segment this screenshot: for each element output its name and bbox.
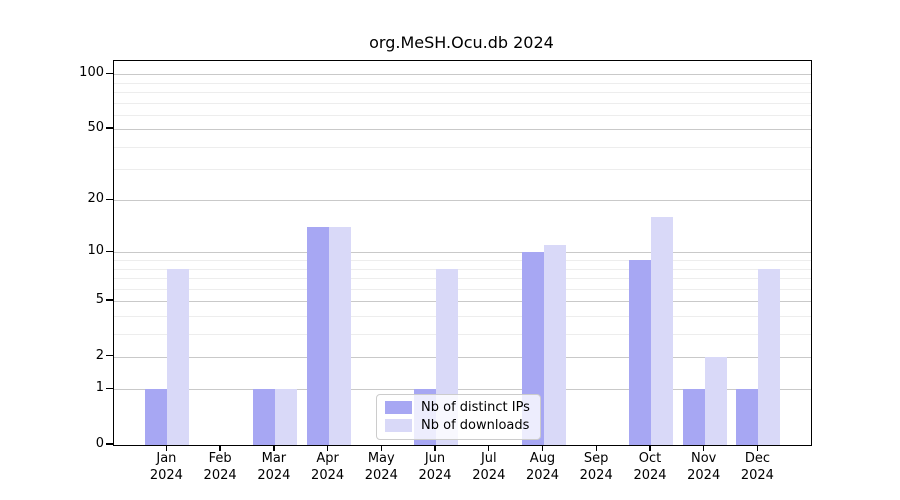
y-gridline-minor (114, 146, 811, 148)
y-tick-label: 2 (95, 347, 104, 363)
y-tick-label: 1 (95, 380, 104, 396)
y-gridline-minor (114, 333, 811, 335)
bar-nb-of-distinct-ips-mar-2024 (252, 389, 275, 445)
y-tick-mark (106, 355, 113, 357)
x-tick-mark (488, 445, 490, 452)
y-gridline-major (114, 301, 811, 302)
x-tick-label: Feb 2024 (203, 451, 237, 483)
bar-nb-of-downloads-oct-2024 (651, 217, 673, 445)
y-gridline-major (114, 200, 811, 202)
y-gridline-minor (114, 114, 811, 116)
y-gridline-major (114, 389, 811, 391)
y-gridline-major (114, 129, 811, 131)
y-gridline-minor (114, 82, 811, 84)
plot-area (113, 60, 812, 446)
y-tick-label: 50 (87, 120, 104, 136)
y-gridline-minor (114, 268, 811, 270)
x-tick-mark (165, 445, 168, 452)
x-tick-mark (434, 445, 436, 452)
x-tick-mark (649, 445, 651, 452)
legend-item-distinct-ips: Nb of distinct IPs (385, 400, 530, 415)
chart-title: org.MeSH.Ocu.db 2024 (369, 33, 554, 52)
y-tick-mark (106, 198, 113, 201)
x-tick-label: Aug 2024 (525, 451, 560, 483)
y-tick-mark (106, 72, 113, 74)
y-tick-label: 20 (87, 191, 104, 207)
x-tick-mark (273, 445, 275, 452)
bar-nb-of-downloads-nov-2024 (704, 356, 727, 445)
x-tick-mark (219, 445, 221, 452)
y-gridline-minor (114, 102, 811, 104)
x-tick-label: Apr 2024 (311, 451, 345, 483)
legend-label-downloads: Nb of downloads (421, 418, 530, 433)
x-tick-label: Jul 2024 (472, 451, 506, 483)
x-tick-mark (595, 445, 597, 452)
y-tick-label: 0 (95, 436, 104, 451)
x-tick-label: May 2024 (364, 451, 398, 483)
legend-swatch-distinct-ips (385, 401, 412, 414)
bar-nb-of-downloads-aug-2024 (543, 245, 566, 445)
legend: Nb of distinct IPs Nb of downloads (376, 394, 541, 440)
y-tick-mark (106, 387, 113, 389)
y-gridline-minor (114, 288, 811, 290)
x-tick-mark (380, 445, 382, 452)
legend-swatch-downloads (385, 419, 412, 432)
y-gridline-minor (114, 277, 811, 279)
bar-nb-of-distinct-ips-jan-2024 (145, 389, 168, 445)
x-tick-label: Nov 2024 (687, 451, 721, 483)
legend-item-downloads: Nb of downloads (385, 418, 530, 433)
y-tick-mark (106, 250, 113, 252)
x-tick-mark (756, 445, 759, 452)
bar-nb-of-distinct-ips-oct-2024 (629, 260, 651, 445)
bar-nb-of-distinct-ips-nov-2024 (682, 389, 705, 445)
y-tick-mark (106, 299, 113, 301)
x-tick-label: Jun 2024 (418, 451, 452, 483)
x-tick-label: Jan 2024 (149, 451, 183, 483)
y-gridline-minor (114, 169, 811, 171)
bar-nb-of-downloads-dec-2024 (758, 268, 781, 445)
x-tick-mark (326, 445, 329, 452)
x-tick-mark (703, 445, 705, 452)
y-tick-label: 5 (95, 292, 104, 307)
bar-nb-of-downloads-apr-2024 (328, 227, 351, 445)
y-gridline-major (114, 356, 811, 358)
y-tick-label: 100 (79, 65, 104, 81)
x-tick-label: Dec 2024 (740, 451, 774, 483)
y-gridline-major (114, 252, 811, 254)
y-tick-mark (106, 127, 113, 129)
x-tick-mark (541, 445, 544, 452)
y-gridline-major (114, 74, 811, 76)
bar-nb-of-distinct-ips-apr-2024 (306, 227, 329, 445)
legend-label-distinct-ips: Nb of distinct IPs (421, 400, 530, 415)
x-tick-label: Sep 2024 (579, 451, 613, 483)
x-tick-label: Oct 2024 (633, 451, 667, 483)
bar-nb-of-downloads-mar-2024 (274, 389, 297, 445)
y-gridline-minor (114, 315, 811, 317)
y-tick-mark (106, 443, 113, 445)
x-tick-label: Mar 2024 (257, 451, 291, 483)
y-gridline-minor (114, 260, 811, 261)
bar-nb-of-downloads-jan-2024 (167, 268, 190, 445)
bar-nb-of-distinct-ips-dec-2024 (736, 389, 759, 445)
y-gridline-minor (114, 91, 811, 93)
y-tick-label: 10 (87, 243, 104, 259)
